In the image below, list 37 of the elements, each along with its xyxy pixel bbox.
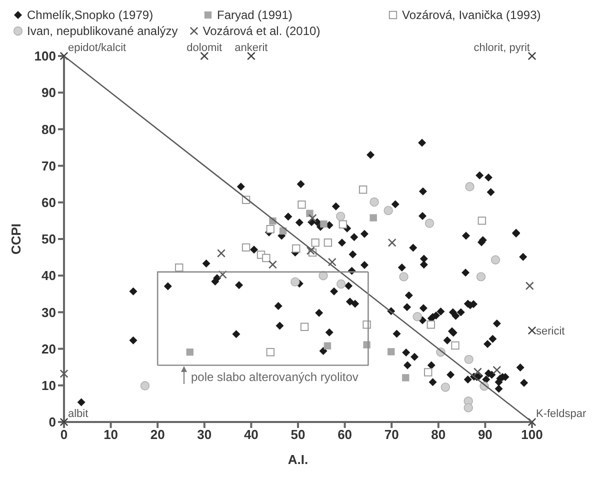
y-tick-label: 100 <box>34 48 56 64</box>
x-tick-label: 100 <box>521 427 543 442</box>
y-tick-label: 80 <box>42 122 56 137</box>
annotation: K-feldspar <box>536 408 586 420</box>
y-axis-title: CCPI <box>8 223 24 255</box>
x-tick-label: 10 <box>104 427 118 442</box>
x-tick-label: 50 <box>290 427 306 442</box>
x-tick-label: 80 <box>431 427 446 442</box>
x-tick-label: 40 <box>244 427 258 442</box>
annotation: pole slabo alterovaných ryolitov <box>191 370 358 384</box>
y-tick-label: 90 <box>42 85 56 100</box>
legend-label: Chmelík,Snopko (1979) <box>27 8 154 22</box>
x-tick-label: 20 <box>150 427 165 442</box>
x-tick-label: 30 <box>197 427 212 442</box>
legend-label: Vozárová, Ivanička (1993) <box>402 8 541 22</box>
annotation: sericit <box>536 326 565 338</box>
y-tick-label: 20 <box>42 341 56 356</box>
x-tick-label: 90 <box>478 427 492 442</box>
legend-label: Ivan, nepublikované analýzy <box>27 24 178 38</box>
x-axis-title: A.I. <box>288 452 308 467</box>
y-tick-label: 0 <box>48 414 56 430</box>
y-tick-label: 10 <box>42 378 56 394</box>
x-tick-label: 0 <box>60 427 68 442</box>
y-tick-label: 70 <box>42 158 56 174</box>
annotation: albit <box>68 408 88 420</box>
annotation: ankerit <box>234 42 268 54</box>
y-tick-label: 60 <box>42 195 56 210</box>
annotation: dolomit <box>186 42 222 54</box>
legend-label: Faryad (1991) <box>217 8 292 22</box>
legend-label: Vozárová et al. (2010) <box>202 24 320 38</box>
annotation: epidot/kalcit <box>68 42 126 54</box>
y-tick-label: 50 <box>42 232 56 247</box>
x-tick-label: 60 <box>338 427 352 442</box>
y-tick-label: 30 <box>42 304 56 320</box>
annotation: chlorit, pyrit <box>474 42 530 54</box>
x-tick-label: 70 <box>384 427 399 442</box>
y-tick-label: 40 <box>42 268 56 284</box>
